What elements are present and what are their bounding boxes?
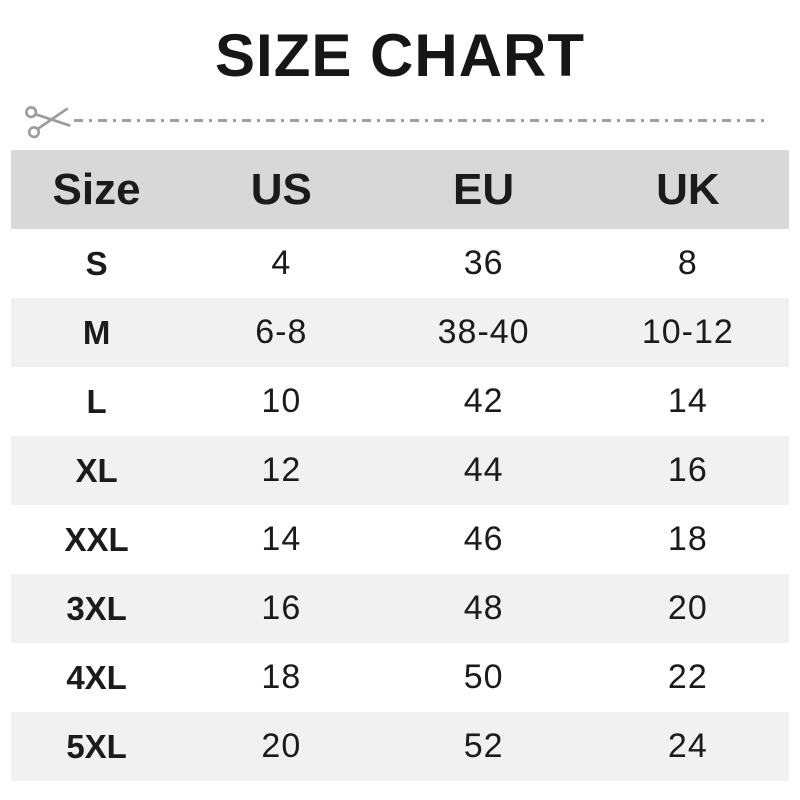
table-row-m: M 6-8 38-40 10-12 bbox=[11, 298, 789, 367]
eu-value: 52 bbox=[463, 727, 504, 765]
us-value: 20 bbox=[261, 727, 302, 765]
eu-value: 48 bbox=[463, 589, 504, 627]
size-label: L bbox=[86, 382, 107, 420]
table-row-xxl: XXL 14 46 18 bbox=[11, 505, 789, 574]
us-value: 4 bbox=[271, 244, 292, 282]
column-header-eu: EU bbox=[453, 164, 515, 214]
eu-value: 42 bbox=[463, 382, 504, 420]
eu-value: 44 bbox=[463, 451, 504, 489]
us-value: 6-8 bbox=[255, 313, 308, 351]
size-label: XL bbox=[75, 451, 118, 489]
uk-value: 18 bbox=[667, 520, 708, 558]
uk-value: 16 bbox=[667, 451, 708, 489]
table-row-xl: XL 12 44 16 bbox=[11, 436, 789, 505]
size-label: 3XL bbox=[66, 589, 127, 627]
us-value: 18 bbox=[261, 658, 302, 696]
uk-value: 8 bbox=[677, 244, 698, 282]
column-header-size: Size bbox=[52, 164, 141, 214]
size-label: 5XL bbox=[66, 727, 127, 765]
eu-value: 50 bbox=[463, 658, 504, 696]
uk-value: 22 bbox=[667, 658, 708, 696]
table-row-4xl: 4XL 18 50 22 bbox=[11, 643, 789, 712]
column-header-uk: UK bbox=[656, 164, 720, 214]
uk-value: 10-12 bbox=[641, 313, 734, 351]
size-label: M bbox=[82, 313, 111, 351]
scissors-icon bbox=[25, 106, 71, 139]
uk-value: 24 bbox=[667, 727, 708, 765]
size-label: S bbox=[85, 244, 108, 282]
table-row-5xl: 5XL 20 52 24 bbox=[11, 712, 789, 781]
column-header-us: US bbox=[250, 164, 312, 214]
eu-value: 46 bbox=[463, 520, 504, 558]
us-value: 14 bbox=[261, 520, 302, 558]
size-chart-table: Size US EU UK S 4 36 8 M 6-8 38-40 10-12… bbox=[11, 150, 789, 781]
table-row-s: S 4 36 8 bbox=[11, 229, 789, 298]
us-value: 10 bbox=[261, 382, 302, 420]
dash-dot-line bbox=[74, 118, 770, 122]
us-value: 12 bbox=[261, 451, 302, 489]
uk-value: 20 bbox=[667, 589, 708, 627]
size-label: XXL bbox=[64, 520, 129, 558]
uk-value: 14 bbox=[667, 382, 708, 420]
eu-value: 36 bbox=[463, 244, 504, 282]
cut-line bbox=[25, 98, 770, 142]
table-row-3xl: 3XL 16 48 20 bbox=[11, 574, 789, 643]
page-title: SIZE CHART bbox=[215, 22, 585, 89]
eu-value: 38-40 bbox=[437, 313, 530, 351]
table-row-l: L 10 42 14 bbox=[11, 367, 789, 436]
us-value: 16 bbox=[261, 589, 302, 627]
size-label: 4XL bbox=[66, 658, 127, 696]
table-header-row: Size US EU UK bbox=[11, 150, 789, 229]
